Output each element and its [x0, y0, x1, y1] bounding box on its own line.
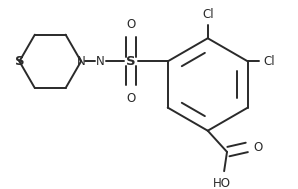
Text: HO: HO	[213, 177, 231, 189]
Text: Cl: Cl	[202, 8, 214, 21]
Text: N: N	[96, 55, 105, 68]
Text: O: O	[126, 92, 136, 105]
Text: S: S	[15, 55, 24, 68]
Text: S: S	[126, 55, 136, 68]
Text: O: O	[126, 18, 136, 31]
Text: Cl: Cl	[263, 55, 275, 68]
Text: N: N	[77, 55, 86, 68]
Text: O: O	[253, 141, 262, 154]
